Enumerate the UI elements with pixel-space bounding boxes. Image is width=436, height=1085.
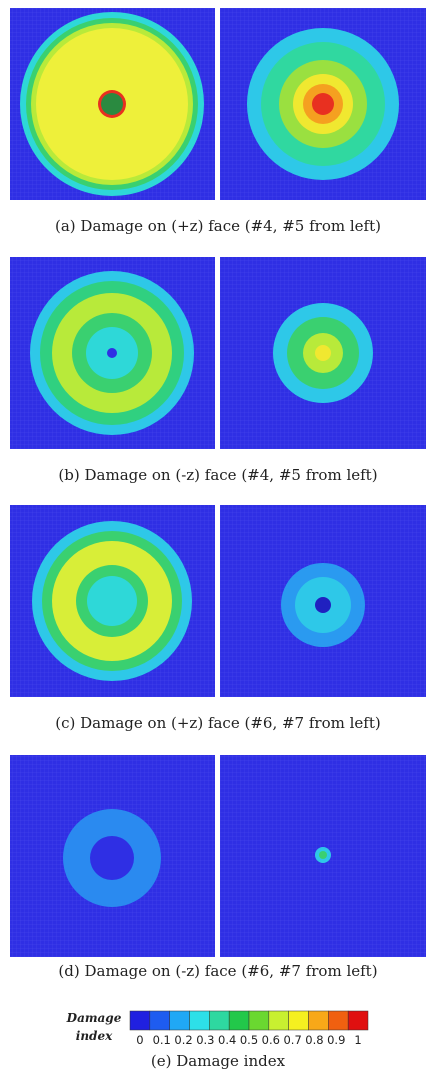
color-swatch <box>149 1010 170 1031</box>
color-swatch <box>268 1010 289 1031</box>
contour-plot <box>220 8 426 200</box>
tick-label: 0.7 <box>283 1033 301 1047</box>
tick-label: 0.6 <box>262 1033 280 1047</box>
color-swatch <box>347 1010 369 1031</box>
caption: (a) Damage on (+z) face (#4, #5 from lef… <box>55 217 381 235</box>
tick-label: 1 <box>354 1033 361 1047</box>
tick-label: 0.9 <box>327 1033 345 1047</box>
color-swatch <box>169 1010 190 1031</box>
contour-plot <box>220 505 426 697</box>
contour-plot <box>10 505 215 697</box>
tick-label: 0.8 <box>305 1033 323 1047</box>
color-swatch <box>228 1010 250 1031</box>
caption: (d) Damage on (-z) face (#6, #7 from lef… <box>58 962 377 980</box>
color-swatch <box>288 1010 309 1031</box>
caption: (c) Damage on (+z) face (#6, #7 from lef… <box>55 714 380 732</box>
colorbar-title: Damage <box>66 1011 122 1025</box>
tick-label: 0.3 <box>196 1033 214 1047</box>
color-swatch <box>129 1010 151 1031</box>
color-swatch <box>248 1010 270 1031</box>
contour-plot <box>220 257 426 449</box>
color-swatch <box>308 1010 329 1031</box>
tick-label: 0.4 <box>218 1033 236 1047</box>
tick-label: 0.2 <box>174 1033 192 1047</box>
caption: (e) Damage index <box>151 1052 286 1070</box>
contour-plot <box>10 8 215 200</box>
contour-plot <box>10 755 215 957</box>
color-swatch <box>209 1010 230 1031</box>
contour-plot <box>10 257 215 449</box>
colorbar-title: index <box>76 1029 113 1043</box>
colorbar: 0 0.1 0.2 0.3 0.4 0.5 0.6 0.7 0.8 0.9 1 <box>129 1010 369 1047</box>
tick-label: 0.1 <box>153 1033 171 1047</box>
tick-label: 0.5 <box>240 1033 258 1047</box>
contour-plot <box>220 755 426 957</box>
caption: (b) Damage on (-z) face (#4, #5 from lef… <box>58 466 377 484</box>
color-swatch <box>328 1010 349 1031</box>
tick-label: 0 <box>136 1033 143 1047</box>
color-swatch <box>189 1010 210 1031</box>
